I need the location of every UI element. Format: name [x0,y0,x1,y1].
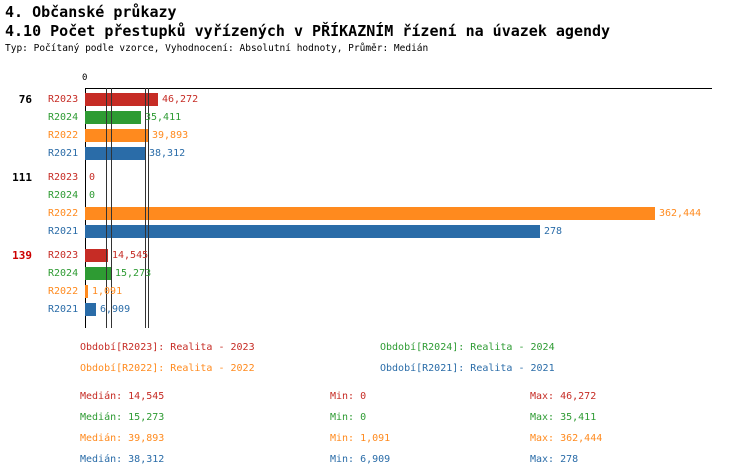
group-id-label: 111 [12,171,32,184]
bar-series-label: R2022 [48,130,79,141]
chart-subtitle: Typ: Počítaný podle vzorce, Vyhodnocení:… [5,43,429,54]
chart-title: 4.10 Počet přestupků vyřízených v PŘÍKAZ… [5,22,611,40]
bar [85,111,141,124]
stat-min: Min: 6,909 [330,454,391,465]
bar [85,285,88,298]
bar [85,147,145,160]
bar [85,129,148,142]
legend-item: Období[R2021]: Realita - 2021 [380,363,555,374]
bar-series-label: R2022 [48,208,79,219]
legend-item: Období[R2023]: Realita - 2023 [80,342,255,353]
median-gridline [106,88,107,328]
bar-value-label: 38,312 [149,148,186,159]
stat-median: Medián: 14,545 [80,391,165,402]
bar [85,249,108,262]
bar-series-label: R2024 [48,112,79,123]
stat-median: Medián: 39,893 [80,433,165,444]
bar-series-label: R2021 [48,148,79,159]
bar-value-label: 6,909 [100,304,131,315]
bar-series-label: R2021 [48,304,79,315]
legend-item: Období[R2024]: Realita - 2024 [380,342,555,353]
stat-min: Min: 0 [330,412,367,423]
stat-median: Medián: 15,273 [80,412,165,423]
bar-value-label: 39,893 [152,130,189,141]
bar-value-label: 0 [89,172,96,183]
stat-min: Min: 1,091 [330,433,391,444]
stat-max: Max: 362,444 [530,433,603,444]
bar-value-label: 15,273 [115,268,152,279]
bar-value-label: 1,091 [92,286,123,297]
group-id-label: 76 [18,93,32,106]
section-title: 4. Občanské průkazy [5,3,177,21]
axis-zero-label: 0 [82,73,88,83]
bar-value-label: 35,411 [145,112,182,123]
stat-max: Max: 46,272 [530,391,597,402]
bar [85,93,158,106]
bar [85,207,655,220]
bar-series-label: R2023 [48,94,79,105]
axis-top-line [85,88,712,89]
bar-series-label: R2024 [48,268,79,279]
bar-series-label: R2022 [48,286,79,297]
stat-min: Min: 0 [330,391,367,402]
median-gridline [148,88,149,328]
bar-value-label: 278 [544,226,563,237]
stat-max: Max: 278 [530,454,579,465]
bar-series-label: R2024 [48,190,79,201]
bar-series-label: R2021 [48,226,79,237]
bar [85,303,96,316]
bar-series-label: R2023 [48,172,79,183]
stat-max: Max: 35,411 [530,412,597,423]
bar [85,267,111,280]
median-gridline [145,88,146,328]
stat-median: Medián: 38,312 [80,454,165,465]
bar-value-label: 362,444 [659,208,702,219]
bar-value-label: 0 [89,190,96,201]
group-id-label: 139 [12,249,32,262]
bar [85,225,540,238]
bar-value-label: 14,545 [112,250,149,261]
legend-item: Období[R2022]: Realita - 2022 [80,363,255,374]
bar-value-label: 46,272 [162,94,199,105]
median-gridline [111,88,112,328]
bar-series-label: R2023 [48,250,79,261]
